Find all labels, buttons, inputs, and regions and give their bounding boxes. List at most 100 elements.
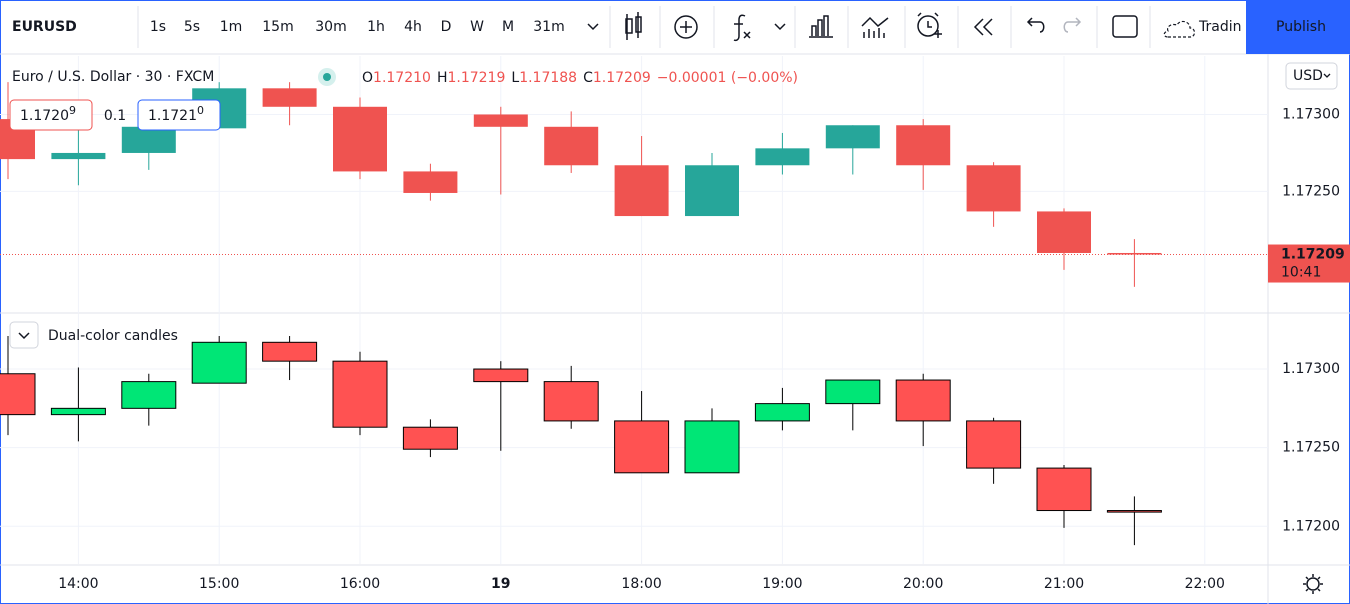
legend-h-label: H	[437, 70, 448, 86]
buy-button[interactable]	[137, 99, 221, 131]
x-tick-label: 19:00	[762, 576, 802, 592]
market-status-dot	[323, 73, 331, 81]
interval-button[interactable]: 1s	[150, 19, 166, 35]
indicators-icon[interactable]	[861, 16, 889, 38]
legend-o-label: O	[362, 70, 373, 86]
candle-body	[544, 126, 599, 166]
indicator-toggle[interactable]	[9, 321, 39, 349]
alert-icon-plus[interactable]	[917, 12, 942, 38]
add-icon-plus[interactable]	[680, 21, 692, 33]
settings-icon[interactable]	[1306, 577, 1320, 591]
x-tick-label: 22:00	[1185, 576, 1225, 592]
candle-body	[966, 420, 1022, 469]
x-tick-label: 18:00	[621, 576, 661, 592]
candle-body	[966, 165, 1021, 212]
x-tick-label: 20:00	[903, 576, 943, 592]
candle-body	[262, 341, 318, 362]
candle-icon[interactable]	[625, 12, 642, 40]
candle-body	[121, 126, 176, 153]
candle-body	[402, 426, 458, 450]
interval-button[interactable]: 15m	[262, 19, 293, 35]
candle-body	[262, 88, 317, 107]
y-tick-label: 1.17250	[1282, 440, 1340, 456]
candle-body	[51, 152, 106, 160]
publish-label[interactable]: Publish	[1276, 19, 1326, 35]
candle-body	[825, 125, 880, 149]
indicator-chevron[interactable]	[18, 332, 30, 340]
trading-label[interactable]: Tradin	[1198, 19, 1241, 35]
candle-body	[191, 341, 247, 384]
candle-body	[332, 360, 388, 428]
x-tick-label: 15:00	[199, 576, 239, 592]
interval-button[interactable]: 4h	[404, 19, 422, 35]
legend-l-label: L	[511, 70, 519, 86]
legend-c-label: C	[583, 70, 593, 86]
legend-close: 1.17209	[593, 70, 651, 86]
sell-price-main: 1.1720	[20, 108, 69, 124]
y-tick-label: 1.17300	[1282, 361, 1340, 377]
chevron-icon[interactable]	[774, 23, 786, 31]
candle-body	[403, 171, 458, 193]
fx-icon[interactable]	[733, 14, 751, 42]
templates-icon[interactable]	[809, 15, 833, 38]
currency-chevron[interactable]	[1323, 73, 1331, 78]
candle-body	[684, 420, 740, 474]
sell-button[interactable]	[9, 99, 93, 131]
legend-low: 1.17188	[519, 70, 577, 86]
chevron-icon[interactable]	[587, 23, 599, 31]
x-tick-label: 14:00	[58, 576, 98, 592]
redo-icon[interactable]	[1063, 17, 1082, 33]
sell-price[interactable]: 1.17209	[20, 104, 76, 124]
undo-icon[interactable]	[1026, 17, 1045, 33]
candle-body	[614, 420, 670, 474]
interval-button[interactable]: 1h	[367, 19, 385, 35]
x-tick-label: 16:00	[340, 576, 380, 592]
spread: 0.1	[104, 108, 126, 124]
currency-label[interactable]: USD	[1293, 68, 1323, 84]
interval-button[interactable]: 5s	[184, 19, 200, 35]
legend-change: −0.00001 (−0.00%)	[657, 70, 798, 86]
cloud-icon[interactable]	[1163, 20, 1196, 38]
countdown: 10:41	[1281, 265, 1321, 281]
candle-body	[333, 106, 387, 172]
add-icon[interactable]	[674, 15, 698, 39]
interval-button[interactable]: 1m	[220, 19, 243, 35]
candle-body	[614, 165, 669, 217]
buy-price-pip: 0	[197, 104, 204, 117]
buy-price[interactable]: 1.17210	[148, 104, 204, 124]
interval-button[interactable]: D	[441, 19, 452, 35]
publish-button[interactable]	[1246, 0, 1350, 54]
interval-button[interactable]: M	[502, 19, 514, 35]
legend-high: 1.17219	[447, 70, 505, 86]
candle-body	[1106, 510, 1162, 513]
buy-price-main: 1.1721	[148, 108, 197, 124]
y-tick-label: 1.17300	[1282, 106, 1340, 122]
indicator-name: Dual-color candles	[48, 328, 178, 344]
candle-body	[50, 407, 106, 416]
candle-body	[895, 379, 951, 422]
ohlc-legend: O1.17210 H1.17219 L1.17188 C1.17209 −0.00001…	[362, 70, 798, 86]
x-tick-label: 19	[491, 576, 510, 592]
candle-body	[473, 114, 528, 127]
settings-icon-teeth[interactable]	[1303, 574, 1323, 594]
interval-button[interactable]: 31m	[533, 19, 564, 35]
alert-icon[interactable]	[917, 15, 939, 37]
sell-price-pip: 9	[69, 104, 76, 117]
candle-body	[825, 379, 881, 405]
replay-icon[interactable]	[973, 18, 993, 36]
candle-body	[896, 125, 951, 166]
interval-button[interactable]: W	[470, 19, 484, 35]
currency-button[interactable]	[1285, 62, 1338, 90]
candle-body	[1036, 467, 1092, 512]
candle-body	[473, 368, 529, 383]
legend-open: 1.17210	[373, 70, 431, 86]
candle-body	[543, 381, 599, 422]
layout-icon[interactable]	[1112, 15, 1138, 38]
interval-button[interactable]: 30m	[315, 19, 346, 35]
candle-body	[1107, 252, 1162, 255]
y-tick-label: 1.17200	[1282, 518, 1340, 534]
y-tick-label: 1.17250	[1282, 183, 1340, 199]
symbol[interactable]: EURUSD	[12, 19, 77, 35]
candle-body	[754, 403, 810, 422]
